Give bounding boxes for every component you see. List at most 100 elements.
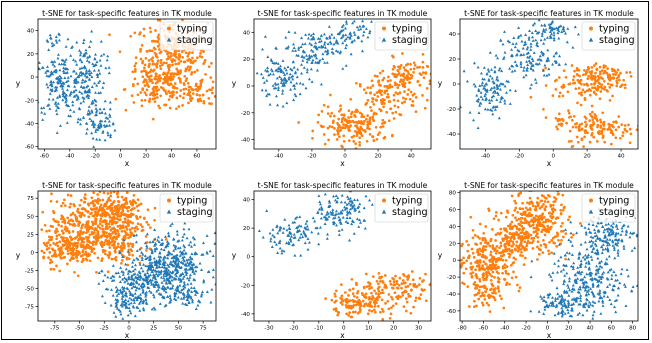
- point-typing: [316, 120, 320, 124]
- point-typing: [381, 78, 385, 82]
- point-typing: [389, 107, 393, 111]
- point-staging: [88, 54, 92, 58]
- point-staging: [92, 68, 96, 72]
- point-typing: [145, 50, 149, 53]
- point-staging: [158, 302, 162, 305]
- point-typing: [603, 85, 606, 89]
- point-staging: [87, 78, 91, 81]
- point-typing: [598, 65, 602, 69]
- point-typing: [171, 94, 174, 98]
- point-staging: [149, 280, 153, 284]
- point-typing: [372, 139, 376, 142]
- point-typing: [396, 69, 400, 73]
- point-typing: [578, 74, 581, 78]
- point-staging: [132, 301, 136, 304]
- point-staging: [529, 48, 533, 51]
- point-staging: [109, 133, 113, 137]
- point-typing: [187, 101, 190, 105]
- point-typing: [409, 90, 413, 94]
- point-typing: [105, 231, 108, 235]
- point-staging: [299, 232, 303, 236]
- point-staging: [82, 80, 86, 83]
- point-typing: [629, 74, 633, 78]
- point-typing: [336, 313, 340, 317]
- point-staging: [133, 314, 137, 318]
- point-typing: [116, 245, 120, 249]
- point-staging: [326, 42, 330, 45]
- point-staging: [497, 84, 501, 87]
- y-tick-label: 0: [30, 75, 34, 81]
- point-typing: [380, 93, 383, 97]
- point-typing: [47, 246, 51, 250]
- point-typing: [213, 95, 216, 98]
- point-staging: [310, 43, 314, 47]
- point-typing: [164, 91, 168, 95]
- point-staging: [337, 215, 341, 219]
- point-staging: [87, 71, 91, 75]
- point-staging: [152, 256, 156, 260]
- point-staging: [103, 125, 107, 128]
- point-staging: [154, 272, 158, 276]
- point-staging: [181, 301, 185, 305]
- point-staging: [107, 66, 111, 69]
- point-staging: [179, 265, 183, 269]
- point-typing: [410, 104, 414, 107]
- point-typing: [602, 122, 605, 126]
- point-typing: [404, 285, 408, 289]
- point-typing: [136, 227, 139, 231]
- point-staging: [301, 59, 305, 62]
- point-staging: [103, 273, 107, 277]
- point-typing: [126, 221, 129, 225]
- point-staging: [270, 69, 274, 73]
- point-staging: [80, 60, 84, 64]
- point-typing: [194, 84, 198, 88]
- point-typing: [347, 109, 351, 113]
- point-staging: [330, 32, 334, 36]
- point-typing: [164, 78, 167, 82]
- point-staging: [303, 241, 307, 245]
- point-typing: [347, 314, 351, 317]
- point-typing: [506, 209, 509, 213]
- point-typing: [139, 202, 143, 206]
- point-typing: [589, 124, 593, 127]
- point-typing: [40, 228, 44, 231]
- point-typing: [122, 241, 125, 245]
- point-staging: [336, 32, 340, 35]
- point-typing: [465, 240, 469, 243]
- point-staging: [65, 67, 69, 70]
- point-staging: [487, 98, 491, 102]
- point-staging: [314, 41, 318, 45]
- point-typing: [76, 259, 79, 263]
- point-typing: [50, 235, 54, 239]
- point-staging: [145, 275, 148, 278]
- point-staging: [162, 272, 166, 275]
- point-typing: [356, 311, 360, 315]
- point-staging: [148, 279, 151, 283]
- point-staging: [197, 299, 201, 303]
- point-typing: [390, 306, 393, 310]
- point-typing: [125, 191, 129, 195]
- point-staging: [41, 118, 45, 121]
- point-typing: [572, 75, 576, 78]
- subplot-title: t-SNE for task-specific features in TK m…: [42, 181, 212, 190]
- point-staging: [155, 246, 159, 250]
- legend-marker-staging: [381, 37, 387, 42]
- point-typing: [141, 228, 145, 232]
- point-staging: [82, 96, 86, 100]
- point-staging: [310, 80, 314, 83]
- point-typing: [537, 228, 540, 232]
- point-typing: [88, 259, 92, 263]
- point-staging: [208, 249, 212, 253]
- x-tick-label: 20: [375, 154, 383, 160]
- point-staging: [150, 250, 154, 254]
- point-typing: [529, 224, 533, 228]
- point-staging: [59, 76, 63, 79]
- point-staging: [493, 65, 497, 69]
- point-typing: [145, 241, 149, 244]
- point-staging: [160, 238, 164, 241]
- point-typing: [585, 83, 589, 86]
- point-typing: [311, 129, 315, 133]
- point-typing: [141, 60, 145, 63]
- point-typing: [623, 127, 627, 131]
- point-typing: [171, 63, 174, 67]
